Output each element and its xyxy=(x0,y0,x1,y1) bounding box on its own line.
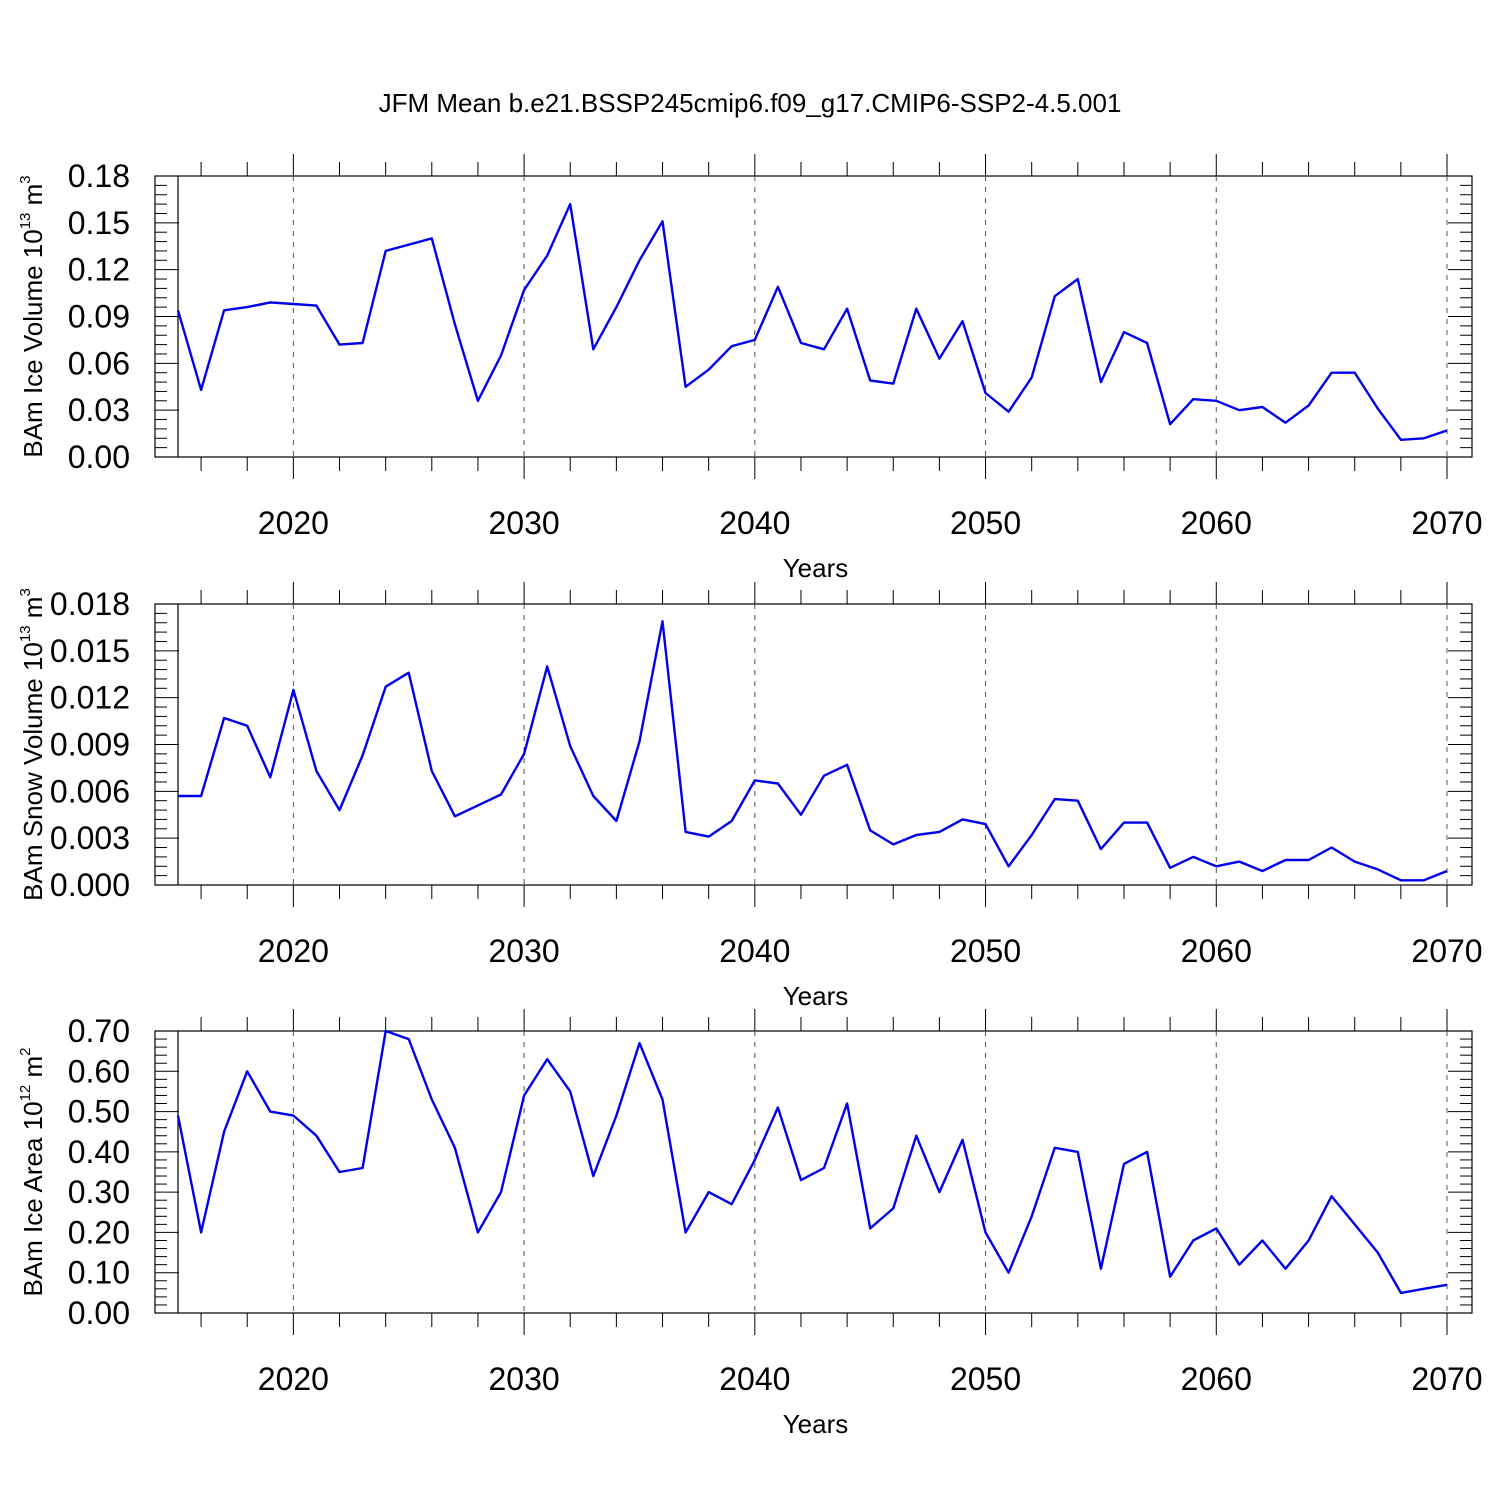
x-tick-label: 2020 xyxy=(258,933,329,969)
y-tick-label: 0.15 xyxy=(68,205,130,241)
x-tick-label: 2060 xyxy=(1181,1361,1252,1397)
y-tick-label: 0.30 xyxy=(68,1174,130,1210)
x-tick-label: 2040 xyxy=(719,505,790,541)
y-tick-label: 0.70 xyxy=(68,1013,130,1049)
y-tick-label: 0.09 xyxy=(68,299,130,335)
x-tick-label: 2050 xyxy=(950,1361,1021,1397)
y-axis-title-main: BAm Snow Volume 10 xyxy=(18,642,48,901)
plot-frame xyxy=(154,603,1473,886)
y-axis-title-exp: 13 xyxy=(17,213,34,230)
y-tick-label: 0.012 xyxy=(50,680,130,716)
y-tick-label: 0.40 xyxy=(68,1134,130,1170)
y-axis-title-unit: m xyxy=(18,1056,48,1085)
y-axis-title: BAm Ice Volume 1013 m3 xyxy=(17,175,48,457)
x-tick-label: 2040 xyxy=(719,1361,790,1397)
y-tick-label: 0.000 xyxy=(50,867,130,903)
y-tick-label: 0.03 xyxy=(68,392,130,428)
x-axis-title: Years xyxy=(783,1409,849,1439)
x-tick-label: 2040 xyxy=(719,933,790,969)
y-tick-label: 0.00 xyxy=(68,439,130,475)
chart-panel-3: 2020 2030 2040 2050 2060 2070 0.00 0.10 0.20 0.30… xyxy=(17,1009,1483,1439)
y-tick-label: 0.00 xyxy=(68,1295,130,1331)
y-tick-label: 0.009 xyxy=(50,727,130,763)
x-axis-title: Years xyxy=(783,553,849,583)
x-tick-label: 2070 xyxy=(1411,505,1482,541)
x-tick-label: 2020 xyxy=(258,1361,329,1397)
y-axis-title: BAm Snow Volume 1013 m3 xyxy=(17,588,48,901)
y-tick-label: 0.60 xyxy=(68,1053,130,1089)
panels: 2020 2030 2040 2050 2060 2070 0.00 0.03 0.06 0.09… xyxy=(17,154,1483,1439)
x-tick-label: 2070 xyxy=(1411,1361,1482,1397)
y-tick-label: 0.12 xyxy=(68,252,130,288)
y-axis-title-exp: 13 xyxy=(17,625,34,642)
y-tick-label: 0.018 xyxy=(50,586,130,622)
series-line-1 xyxy=(178,620,1448,882)
y-axis-title-main: BAm Ice Area 10 xyxy=(18,1101,48,1296)
x-tick-label: 2050 xyxy=(950,933,1021,969)
y-tick-label: 0.10 xyxy=(68,1255,130,1291)
y-tick-label: 0.20 xyxy=(68,1214,130,1250)
chart-panel-1: 2020 2030 2040 2050 2060 2070 0.00 0.03 0.06 0.09… xyxy=(17,154,1483,583)
y-tick-label: 0.06 xyxy=(68,345,130,381)
x-tick-label: 2030 xyxy=(488,933,559,969)
plot-frame xyxy=(154,1030,1473,1314)
y-tick-label: 0.015 xyxy=(50,633,130,669)
y-axis-title-main: BAm Ice Volume 10 xyxy=(18,229,48,457)
x-tick-label: 2020 xyxy=(258,505,329,541)
y-axis-title-unit-exp: 2 xyxy=(17,1047,34,1055)
y-axis-title-unit: m xyxy=(18,597,48,626)
x-tick-label: 2030 xyxy=(488,1361,559,1397)
figure-title: JFM Mean b.e21.BSSP245cmip6.f09_g17.CMIP… xyxy=(379,88,1122,118)
y-axis-title-unit-exp: 3 xyxy=(17,588,34,596)
chart-panel-2: 2020 2030 2040 2050 2060 2070 0.000 0.003 0.006 0… xyxy=(17,582,1483,1011)
y-tick-label: 0.006 xyxy=(50,773,130,809)
y-tick-label: 0.50 xyxy=(68,1094,130,1130)
x-tick-label: 2050 xyxy=(950,505,1021,541)
x-tick-label: 2060 xyxy=(1181,505,1252,541)
x-tick-label: 2070 xyxy=(1411,933,1482,969)
series-line-1 xyxy=(176,1029,1448,1295)
y-axis-title-unit-exp: 3 xyxy=(17,175,34,183)
x-tick-label: 2030 xyxy=(488,505,559,541)
x-axis-title: Years xyxy=(783,981,849,1011)
y-axis-title-exp: 12 xyxy=(17,1085,34,1102)
y-axis-title: BAm Ice Area 1012 m2 xyxy=(17,1047,48,1296)
x-tick-label: 2060 xyxy=(1181,933,1252,969)
y-tick-label: 0.18 xyxy=(68,158,130,194)
series-line-1 xyxy=(176,202,1448,441)
y-tick-label: 0.003 xyxy=(50,820,130,856)
y-axis-title-unit: m xyxy=(18,184,48,213)
